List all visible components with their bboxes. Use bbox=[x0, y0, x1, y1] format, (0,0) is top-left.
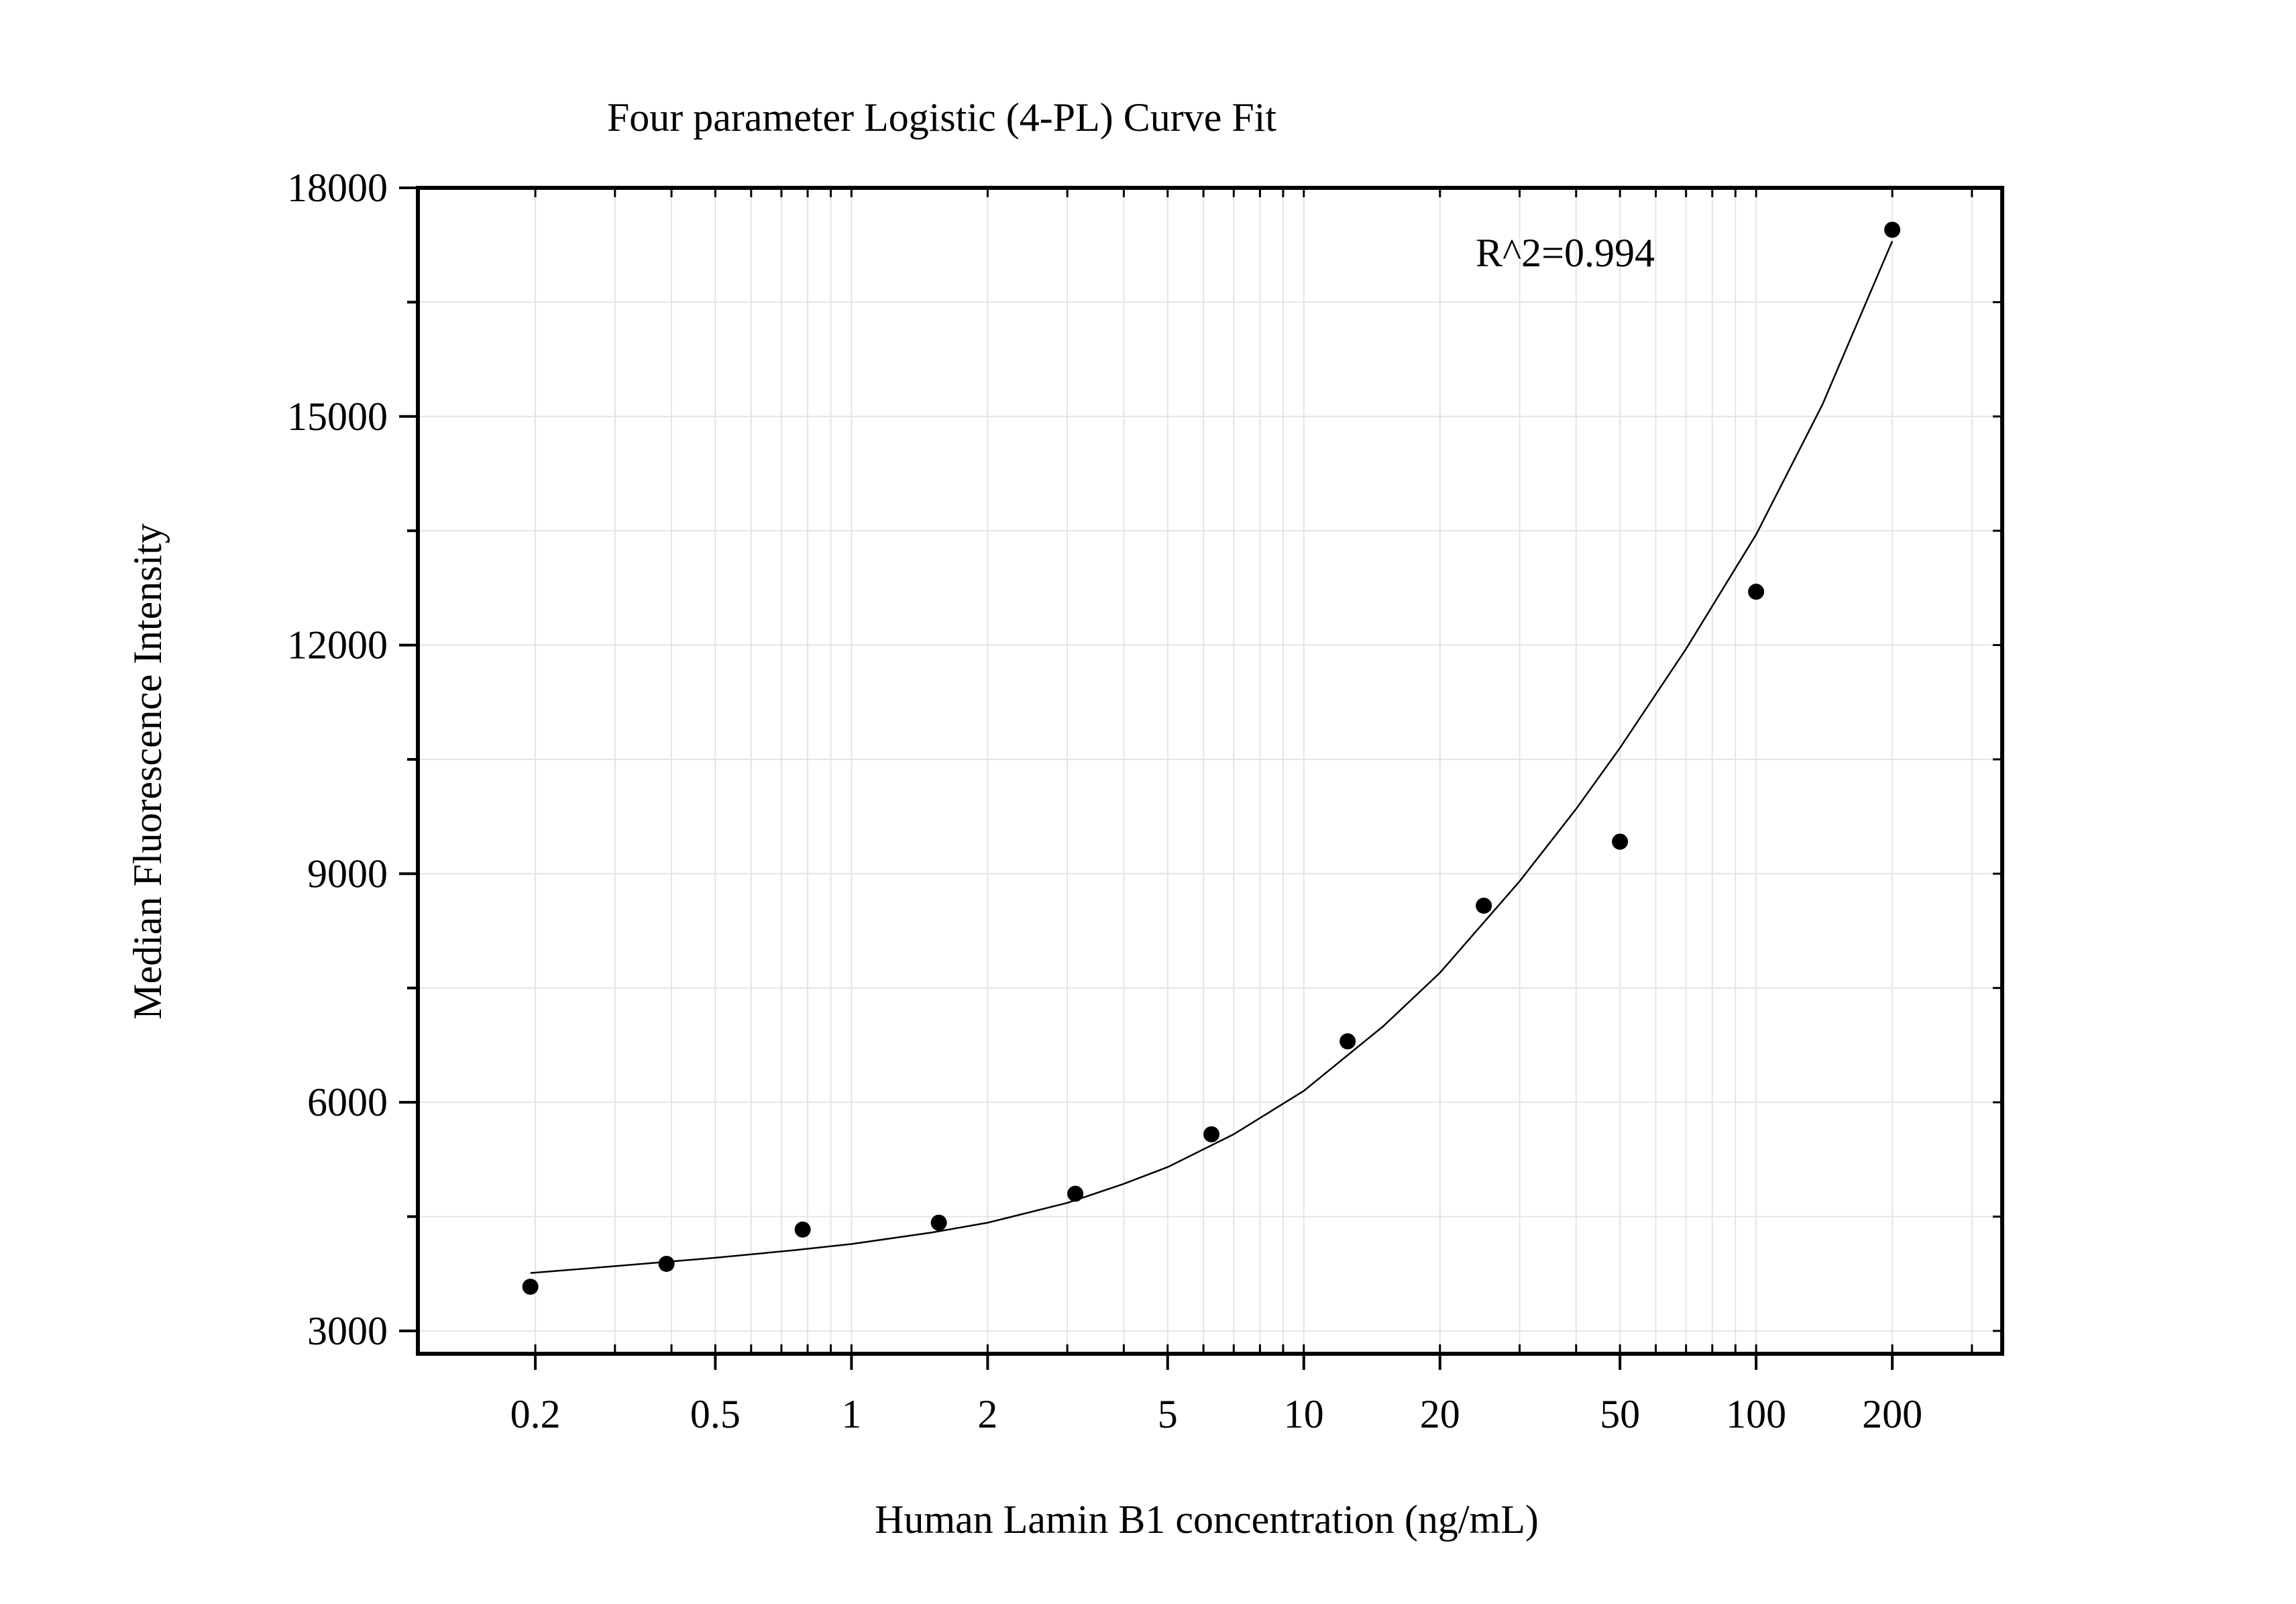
grid bbox=[418, 187, 2002, 1354]
y-tick-label: 3000 bbox=[307, 1309, 388, 1353]
data-point bbox=[1203, 1126, 1220, 1142]
x-tick-label: 10 bbox=[1284, 1392, 1324, 1436]
data-point bbox=[522, 1279, 539, 1295]
data-point bbox=[1884, 221, 1901, 238]
x-tick-label: 100 bbox=[1726, 1392, 1786, 1436]
plot-frame bbox=[416, 186, 2004, 1356]
data-point bbox=[1067, 1185, 1084, 1202]
x-tick-label: 20 bbox=[1420, 1392, 1460, 1436]
fit-curve bbox=[530, 241, 1894, 1274]
y-axis: 3000 6000 9000 12000 15000 18000 bbox=[287, 166, 2002, 1353]
data-points bbox=[522, 221, 1901, 1295]
x-axis: 0.2 0.5 1 2 5 10 20 50 100 200 bbox=[510, 188, 1973, 1436]
y-tick-label: 15000 bbox=[287, 394, 388, 439]
data-point bbox=[1748, 584, 1765, 600]
y-tick-label: 6000 bbox=[307, 1080, 388, 1124]
data-point bbox=[1340, 1033, 1356, 1050]
data-point bbox=[658, 1255, 675, 1272]
r-squared-annotation: R^2=0.994 bbox=[1476, 231, 1655, 275]
data-point bbox=[1476, 898, 1492, 914]
x-tick-label: 5 bbox=[1158, 1392, 1178, 1436]
chart-title: Four parameter Logistic (4-PL) Curve Fit bbox=[607, 95, 1276, 140]
x-tick-label: 200 bbox=[1862, 1392, 1922, 1436]
y-tick-label: 18000 bbox=[287, 166, 388, 210]
data-point bbox=[1612, 833, 1629, 850]
y-tick-label: 9000 bbox=[307, 851, 388, 896]
x-tick-label: 50 bbox=[1600, 1392, 1640, 1436]
data-point bbox=[930, 1214, 947, 1231]
data-point bbox=[794, 1221, 811, 1238]
x-tick-label: 0.2 bbox=[510, 1392, 561, 1436]
y-tick-label: 12000 bbox=[287, 623, 388, 667]
x-tick-label: 2 bbox=[977, 1392, 997, 1436]
y-axis-label: Median Fluorescence Intensity bbox=[125, 523, 170, 1020]
x-tick-label: 1 bbox=[841, 1392, 861, 1436]
x-tick-label: 0.5 bbox=[690, 1392, 741, 1436]
x-axis-label: Human Lamin B1 concentration (ng/mL) bbox=[875, 1497, 1539, 1542]
